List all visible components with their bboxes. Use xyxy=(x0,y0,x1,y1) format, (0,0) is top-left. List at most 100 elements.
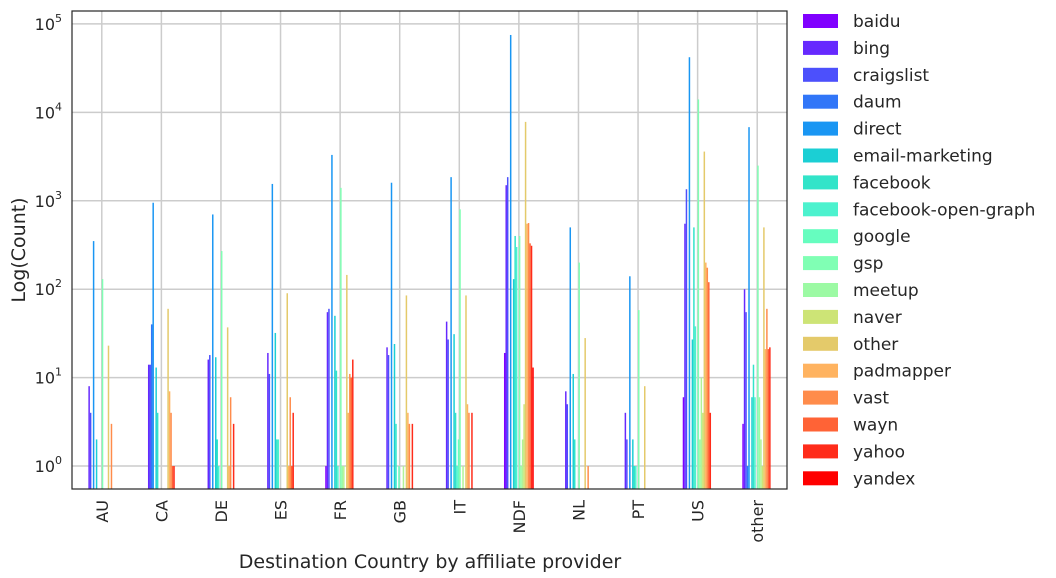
bar xyxy=(277,439,280,489)
bar xyxy=(349,373,351,489)
bar xyxy=(466,404,469,489)
bar xyxy=(390,182,393,489)
bar xyxy=(226,327,229,489)
bar xyxy=(703,151,706,489)
bar xyxy=(752,364,755,489)
bar xyxy=(514,235,516,489)
legend-swatch xyxy=(803,256,838,271)
y-tick-base: 10 xyxy=(35,103,55,122)
bar xyxy=(450,177,452,489)
bar xyxy=(168,391,171,489)
bar xyxy=(769,347,771,489)
y-tick-exponent: 1 xyxy=(55,366,62,379)
bar xyxy=(387,355,390,489)
bar xyxy=(767,349,770,489)
bar xyxy=(708,282,710,489)
legend-label: other xyxy=(853,335,898,355)
bar xyxy=(107,345,110,489)
legend-swatch xyxy=(803,363,838,378)
x-tick-label: IT xyxy=(450,500,469,515)
y-tick-exponent: 5 xyxy=(55,12,62,25)
bar xyxy=(526,223,528,489)
bar xyxy=(471,412,473,489)
bar xyxy=(764,349,767,489)
bar xyxy=(267,352,269,489)
bar xyxy=(644,386,646,489)
bar xyxy=(92,241,95,489)
bar xyxy=(346,274,348,489)
bar xyxy=(702,412,704,489)
bar xyxy=(468,412,470,489)
x-tick-label: NL xyxy=(569,500,588,521)
bar xyxy=(152,202,154,489)
bar xyxy=(632,439,634,489)
bar xyxy=(462,466,464,489)
bar xyxy=(402,466,405,489)
bar xyxy=(407,412,409,489)
bar xyxy=(271,183,274,489)
y-tick-label: 102 xyxy=(35,277,62,299)
bar xyxy=(328,308,330,489)
legend-label: email-marketing xyxy=(853,147,993,167)
bar xyxy=(566,404,569,489)
bar xyxy=(515,247,518,489)
y-tick-exponent: 2 xyxy=(55,277,62,290)
bar xyxy=(633,466,636,489)
bar xyxy=(147,364,150,489)
bar xyxy=(232,423,235,489)
bar xyxy=(289,397,291,489)
bar xyxy=(745,312,747,489)
bar xyxy=(149,364,151,489)
bar xyxy=(457,439,460,489)
legend-swatch xyxy=(803,309,838,324)
legend-swatch xyxy=(803,336,838,351)
legend: baidu bing craigslist daum direct email-marke… xyxy=(803,12,1035,489)
bar xyxy=(763,227,765,490)
legend-swatch xyxy=(803,40,838,55)
bar xyxy=(529,243,531,489)
bar xyxy=(459,209,461,489)
bar xyxy=(638,310,640,489)
x-tick-label: NDF xyxy=(510,500,529,534)
bar xyxy=(758,397,761,489)
x-axis-label: Destination Country by affiliate provide… xyxy=(239,551,622,573)
bar xyxy=(527,223,530,490)
legend-swatch xyxy=(803,229,838,244)
bar xyxy=(337,466,339,489)
bar xyxy=(587,466,589,489)
legend-label: baidu xyxy=(853,12,901,32)
y-tick-base: 10 xyxy=(35,457,55,476)
bar xyxy=(748,127,750,489)
y-tick-base: 10 xyxy=(35,192,55,211)
bar xyxy=(505,185,507,490)
bar xyxy=(274,332,277,489)
bar xyxy=(503,352,506,489)
bar xyxy=(523,404,525,489)
bar xyxy=(286,293,288,489)
bar xyxy=(276,439,278,489)
bar xyxy=(352,359,354,489)
y-tick-exponent: 3 xyxy=(55,189,62,202)
bar xyxy=(350,377,353,489)
bar xyxy=(341,466,344,489)
x-tick-label: PT xyxy=(629,500,648,520)
legend-swatch xyxy=(803,390,838,405)
bar xyxy=(509,34,512,489)
bar xyxy=(746,466,749,489)
bar xyxy=(456,466,458,489)
bar xyxy=(325,466,327,489)
legend-swatch xyxy=(803,444,838,459)
legend-swatch xyxy=(803,417,838,432)
bar xyxy=(411,423,414,489)
y-tick-exponent: 0 xyxy=(55,454,62,467)
bar xyxy=(95,439,98,489)
legend-swatch xyxy=(803,121,838,136)
bar xyxy=(155,367,157,489)
bar xyxy=(518,235,521,489)
legend-label: meetup xyxy=(853,281,919,301)
bar xyxy=(706,267,709,489)
x-tick-label: AU xyxy=(93,500,112,523)
bar xyxy=(216,439,218,489)
bar xyxy=(447,339,449,489)
legend-label: wayn xyxy=(853,416,898,436)
